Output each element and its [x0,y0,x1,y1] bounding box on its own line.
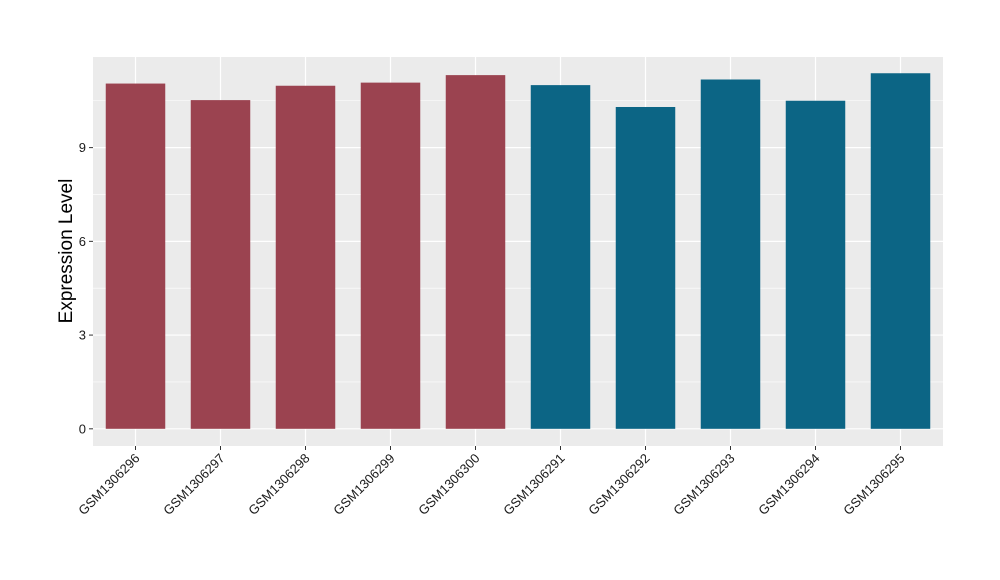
bar-GSM1306292 [615,106,676,429]
y-axis: 0 3 6 9 [79,140,93,436]
bar-GSM1306300 [445,75,506,429]
x-tick-label: GSM1306299 [330,451,397,518]
bar-GSM1306295 [870,73,931,429]
bar-GSM1306291 [530,85,591,429]
bar-GSM1306294 [785,100,846,429]
bar-GSM1306298 [275,85,336,429]
x-tick-label: GSM1306292 [585,451,652,518]
y-tick-label: 6 [79,234,86,249]
y-axis-title: Expression Level [56,179,77,324]
x-axis: GSM1306296 GSM1306297 GSM1306298 GSM1306299… [75,446,908,518]
x-tick-label: GSM1306295 [840,451,907,518]
x-tick-label: GSM1306293 [670,451,737,518]
bar-GSM1306293 [700,79,761,429]
bar-GSM1306296 [105,83,166,429]
y-tick-label: 9 [79,140,86,155]
x-tick-label: GSM1306297 [160,451,227,518]
x-tick-label: GSM1306291 [500,451,567,518]
x-tick-label: GSM1306296 [75,451,142,518]
x-tick-label: GSM1306298 [245,451,312,518]
x-tick-label: GSM1306300 [415,451,482,518]
x-tick-label: GSM1306294 [755,451,822,518]
bars [105,73,931,429]
bar-GSM1306297 [190,100,251,429]
y-tick-label: 0 [79,421,86,436]
y-tick-label: 3 [79,328,86,343]
bar-GSM1306299 [360,82,421,429]
